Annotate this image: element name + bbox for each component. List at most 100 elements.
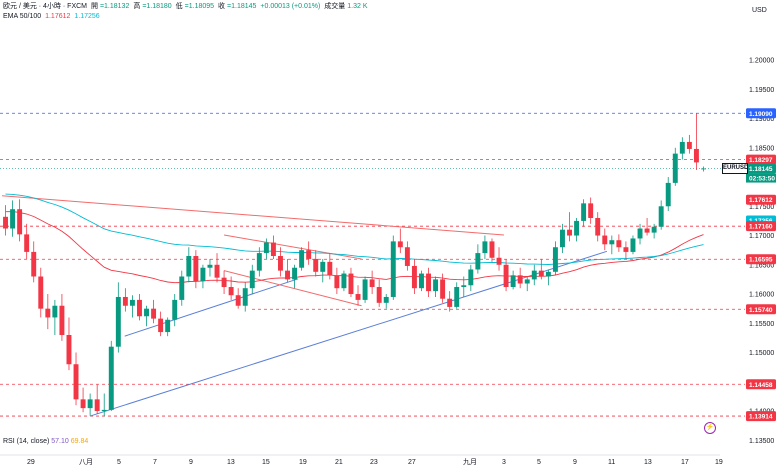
candle-body: [165, 319, 171, 333]
time-tick-label: 九月: [463, 457, 477, 466]
countdown-label: 02:53:50: [749, 176, 775, 183]
ohlc-legend: 欧元 / 美元 · 4小時 · FXCM 開 =1.18132 高 =1.18180…: [3, 2, 370, 11]
candle-body: [482, 241, 488, 254]
time-tick-label: 21: [335, 459, 343, 466]
candle-body: [574, 220, 580, 236]
candle-body: [87, 399, 93, 409]
price-tag: [746, 379, 776, 390]
price-tick-label: 1.16500: [749, 262, 774, 269]
time-tick-label: 29: [27, 459, 35, 466]
candle-body: [235, 295, 241, 306]
candle-body: [80, 399, 86, 409]
candle-body: [263, 242, 269, 254]
candle-body: [270, 242, 276, 257]
price-tag-label: 1.14458: [749, 382, 773, 389]
candle-body: [383, 296, 389, 303]
candle-body: [404, 247, 410, 266]
candle-body: [524, 279, 530, 284]
time-tick-label: 5: [117, 459, 121, 466]
candle-body: [609, 240, 615, 245]
time-tick-label: 3: [502, 459, 506, 466]
candle-body: [545, 271, 551, 277]
time-tick-label: 19: [299, 459, 307, 466]
candle-body: [496, 257, 502, 265]
candle-body: [475, 253, 481, 270]
channel-bottom: [223, 270, 362, 307]
price-tick-label: 1.20000: [749, 58, 774, 65]
time-tick-label: 23: [370, 459, 378, 466]
candle-body: [489, 241, 495, 258]
price-tag-label: 1.17612: [749, 197, 773, 204]
candles: [3, 113, 706, 417]
candle-body: [320, 261, 326, 272]
price-tick-label: 1.17500: [749, 204, 774, 211]
price-tag-label: 1.13914: [749, 414, 773, 421]
candle-body: [299, 250, 305, 268]
candle-body: [686, 141, 692, 149]
horizontal-levels: [0, 112, 745, 417]
candle-body: [179, 276, 185, 300]
countdown-tag: [746, 173, 776, 183]
candle-body: [362, 279, 368, 300]
candle-body: [651, 226, 657, 233]
symbol-tag: EURUSD: [722, 162, 748, 174]
time-tick-label: 7: [153, 459, 157, 466]
candle-body: [658, 206, 664, 227]
ema-legend: EMA 50/100 1.17612 1.17256: [3, 12, 102, 21]
price-tag-label: 1.17160: [749, 224, 773, 231]
candle-body: [278, 256, 283, 271]
candle-body: [531, 270, 537, 280]
price-tag-label: 1.18297: [749, 157, 773, 164]
price-tick-label: 1.18500: [749, 145, 774, 152]
candle-body: [45, 308, 51, 318]
price-tag-label: 1.19090: [749, 111, 773, 118]
candle-body: [369, 279, 375, 288]
legend-low: =1.18095: [184, 3, 215, 10]
candle-body: [207, 264, 213, 268]
ema-label: EMA 50/100: [3, 13, 42, 20]
candle-body: [137, 299, 142, 317]
candle-body: [144, 308, 149, 317]
price-tag: [746, 254, 776, 265]
legend-open: =1.18132: [99, 3, 130, 10]
ema50-line: [5, 211, 704, 284]
legend-high: =1.18180: [142, 3, 172, 10]
candle-body: [701, 168, 706, 170]
time-tick-label: 13: [644, 459, 652, 466]
price-tag: [746, 221, 776, 232]
candle-body: [313, 258, 319, 272]
candle-body: [355, 294, 361, 300]
currency-label: USD: [752, 7, 767, 14]
candle-body: [510, 275, 516, 288]
candle-body: [679, 141, 685, 154]
candle-body: [242, 288, 248, 306]
candle-body: [10, 209, 16, 229]
time-axis[interactable]: 29 八月 5 7 9 13 15 19 21 23 27 九月 3 5 9 11 13 17 19: [27, 457, 723, 466]
candle-body: [623, 247, 629, 252]
lightning-icon[interactable]: ⚡: [704, 422, 716, 434]
candle-body: [567, 229, 572, 236]
candle-body: [517, 275, 523, 284]
candle-body: [101, 409, 107, 412]
time-tick-label: 17: [681, 459, 689, 466]
candle-body: [397, 241, 403, 248]
time-tick-label: 19: [715, 459, 723, 466]
candle-body: [503, 264, 509, 288]
price-tag: [746, 194, 776, 205]
time-tick-label: 9: [189, 459, 193, 466]
price-tag-label: 1.16595: [749, 257, 773, 264]
price-tag: [746, 304, 776, 315]
candle-body: [256, 253, 262, 271]
candle-body: [588, 203, 594, 218]
candle-body: [461, 285, 467, 288]
price-tick-label: 1.15500: [749, 321, 774, 328]
legend-volume: 1.32 K: [347, 3, 368, 10]
ema100-value: 1.17256: [74, 13, 100, 20]
price-tag: [746, 108, 776, 119]
candle-body: [200, 267, 206, 282]
candle-body: [341, 273, 347, 289]
legend-close-label: 收: [218, 3, 226, 10]
time-tick-label: 八月: [79, 458, 93, 466]
candle-body: [122, 296, 128, 306]
